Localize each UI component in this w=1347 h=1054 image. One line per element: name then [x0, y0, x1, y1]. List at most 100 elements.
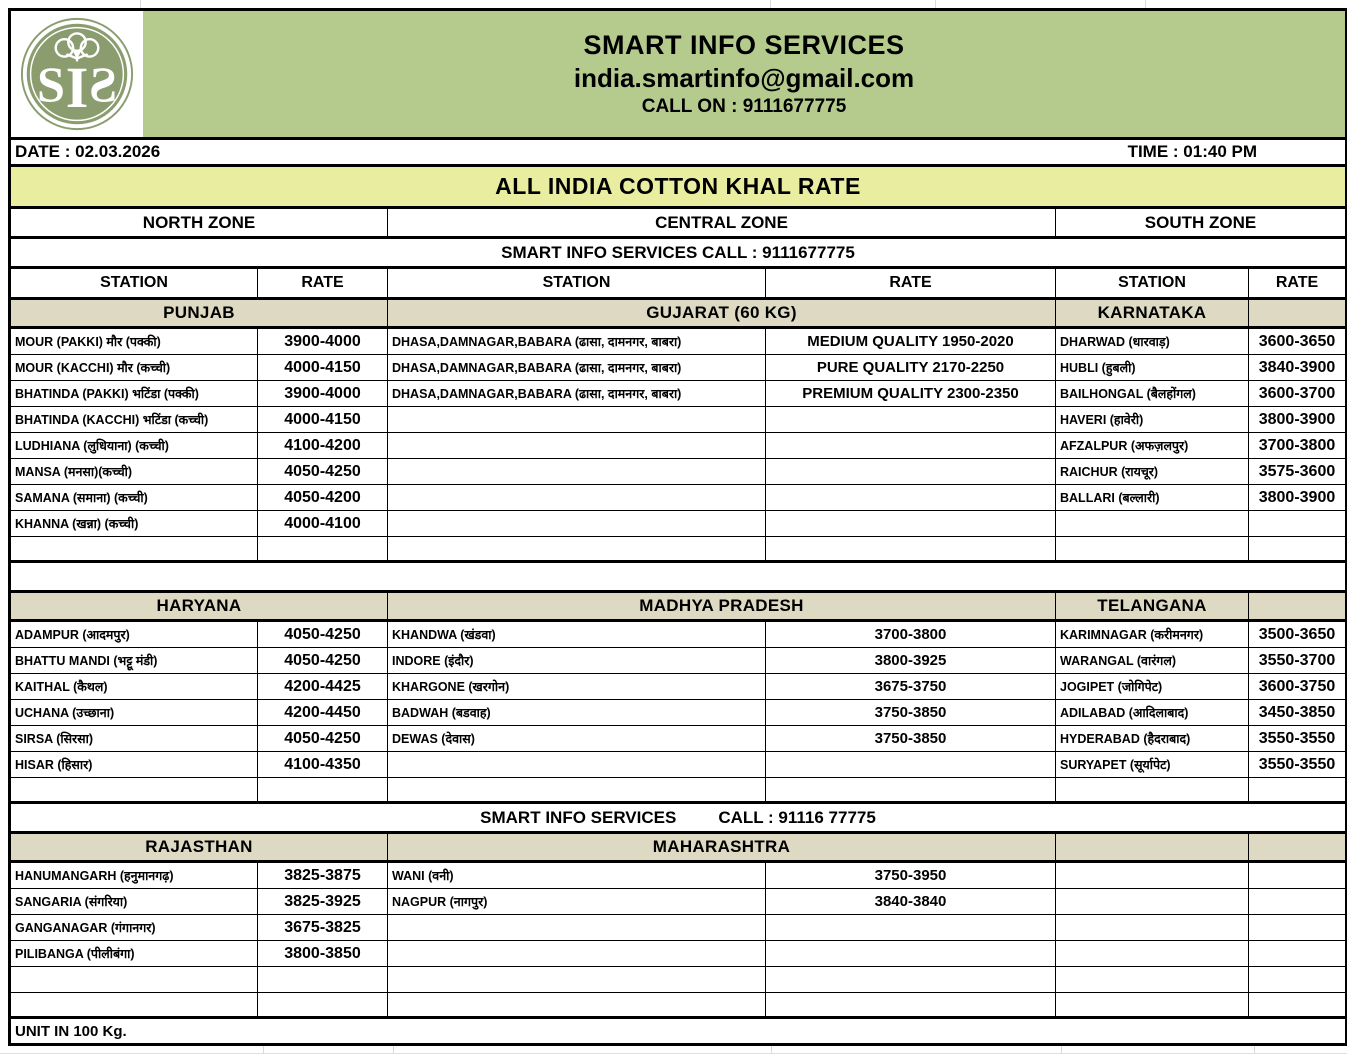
station-cell: HANUMANGARH (हनुमानगढ़) [11, 863, 258, 888]
station-cell [1056, 778, 1249, 801]
station-cell: RAICHUR (रायचूर) [1056, 459, 1249, 484]
rate-cell [258, 993, 388, 1016]
station-cell [1056, 967, 1249, 992]
rate-cell: 3550-3550 [1258, 755, 1336, 773]
rate-cell: 4200-4450 [258, 700, 388, 725]
rate-cell [766, 433, 1056, 458]
rate-cell [1249, 993, 1345, 1016]
station-cell: KHARGONE (खरगोन) [388, 674, 766, 699]
station-cell [388, 459, 766, 484]
sis-cotton-logo-icon: S I S [20, 17, 134, 131]
station-cell [388, 511, 766, 536]
col-header-station: STATION [1056, 269, 1249, 297]
station-cell [388, 967, 766, 992]
station-cell: INDORE (इंदौर) [388, 648, 766, 673]
station-cell: KARIMNAGAR (करीमनगर) [1056, 622, 1249, 647]
table-row: PILIBANGA (पीलीबंगा) 3800-3850 [11, 941, 1345, 967]
zone-south: SOUTH ZONE [1144, 212, 1257, 232]
state-header-row: PUNJAB GUJARAT (60 KG) KARNATAKA [11, 300, 1345, 329]
rate-cell: 4050-4200 [258, 485, 388, 510]
table-body: PUNJAB GUJARAT (60 KG) KARNATAKA MOUR (PAKK… [11, 300, 1345, 1043]
rate-cell: 3450-3850 [1258, 703, 1336, 721]
rate-cell: 3550-3700 [1258, 651, 1336, 669]
station-cell [388, 537, 766, 560]
rate-cell [766, 941, 1056, 966]
rate-cell: 3600-3700 [1258, 384, 1336, 402]
state-header [1249, 300, 1345, 326]
gridline [1061, 1046, 1062, 1054]
table-row: MANSA (मनसा)(कच्ची) 4050-4250 RAICHUR (राय… [11, 459, 1345, 485]
rate-cell: 4050-4250 [258, 622, 388, 647]
column-header-row: STATION RATE STATION RATE STATION RATE [11, 269, 1345, 300]
station-cell: JOGIPET (जोगिपेट) [1056, 674, 1249, 699]
table-row [11, 537, 1345, 563]
rate-cell: 3800-3850 [258, 941, 388, 966]
station-cell [1056, 941, 1249, 966]
rate-cell: 3840-3900 [1258, 358, 1336, 376]
station-cell: HUBLI (हुबली) [1056, 355, 1249, 380]
rate-cell: MEDIUM QUALITY 1950-2020 [766, 329, 1056, 354]
page-title: ALL INDIA COTTON KHAL RATE [495, 173, 861, 199]
table-row [11, 778, 1345, 804]
rate-cell [1249, 863, 1345, 888]
rate-cell: 3800-3925 [766, 648, 1056, 673]
table-row: KHANNA (खन्ना) (कच्ची) 4000-4100 [11, 511, 1345, 537]
station-cell: SANGARIA (संगरिया) [11, 889, 258, 914]
station-cell: NAGPUR (नागपुर) [388, 889, 766, 914]
table-row: GANGANAGAR (गंगानगर) 3675-3825 [11, 915, 1345, 941]
rate-cell [766, 537, 1056, 560]
rate-cell: 4100-4200 [258, 433, 388, 458]
rate-cell [766, 511, 1056, 536]
table-row: KAITHAL (कैथल) 4200-4425 KHARGONE (खरगोन) 3… [11, 674, 1345, 700]
rate-table: S I S SMART INFO SERVICES india.smartinf… [8, 8, 1347, 1046]
rate-cell [1249, 778, 1345, 801]
svg-text:S: S [89, 56, 117, 112]
rate-cell: 3500-3650 [1258, 625, 1336, 643]
gridline [393, 1046, 394, 1054]
logo-cell: S I S [11, 11, 143, 137]
rate-cell [766, 459, 1056, 484]
rate-cell: 4050-4250 [258, 459, 388, 484]
banner2-right: CALL : 91116 77775 [718, 807, 876, 827]
services-banner: SMART INFO SERVICES CALL : 9111677775 [11, 239, 1345, 269]
zone-north: NORTH ZONE [11, 209, 388, 236]
company-header-text: SMART INFO SERVICES india.smartinfo@gmai… [143, 11, 1345, 137]
station-cell: BHATINDA (PAKKI) भटिंडा (पक्की) [11, 381, 258, 406]
station-cell [1056, 915, 1249, 940]
station-cell [11, 967, 258, 992]
station-cell: KHANDWA (खंडवा) [388, 622, 766, 647]
station-cell [388, 433, 766, 458]
state-header: GUJARAT (60 KG) [388, 300, 1056, 326]
station-cell [388, 993, 766, 1016]
station-cell: KHANNA (खन्ना) (कच्ची) [11, 511, 258, 536]
rate-cell [766, 993, 1056, 1016]
col-header-station: STATION [388, 269, 766, 297]
table-row: UCHANA (उच्छाना) 4200-4450 BADWAH (बडवाह) 3… [11, 700, 1345, 726]
gridline [1145, 0, 1146, 8]
unit-note: UNIT IN 100 Kg. [15, 1022, 127, 1040]
table-row [11, 993, 1345, 1019]
rate-cell [766, 778, 1056, 801]
rate-cell: 3800-3900 [1258, 410, 1336, 428]
rate-cell: 3675-3825 [258, 915, 388, 940]
rate-cell: 3825-3925 [258, 889, 388, 914]
station-cell [1056, 889, 1249, 914]
rate-cell: 4200-4425 [258, 674, 388, 699]
station-cell: DEWAS (देवास) [388, 726, 766, 751]
services-banner-2: SMART INFO SERVICES CALL : 91116 77775 [11, 804, 1345, 834]
rate-cell [766, 485, 1056, 510]
rate-cell [1249, 889, 1345, 914]
svg-text:S: S [37, 56, 65, 112]
gridline [263, 1046, 264, 1054]
table-row: SIRSA (सिरसा) 4050-4250 DEWAS (देवास) 3750-… [11, 726, 1345, 752]
station-cell [11, 993, 258, 1016]
rate-cell: 3900-4000 [258, 381, 388, 406]
table-row [11, 967, 1345, 993]
station-cell [1056, 511, 1249, 536]
table-row: MOUR (PAKKI) मौर (पक्की) 3900-4000 DHASA,D… [11, 329, 1345, 355]
station-cell: BALLARI (बल्लारी) [1056, 485, 1249, 510]
rate-cell: 3750-3850 [766, 700, 1056, 725]
station-cell: MOUR (KACCHI) मौर (कच्ची) [11, 355, 258, 380]
rate-cell: 3575-3600 [1258, 462, 1336, 480]
rate-cell [1249, 941, 1345, 966]
